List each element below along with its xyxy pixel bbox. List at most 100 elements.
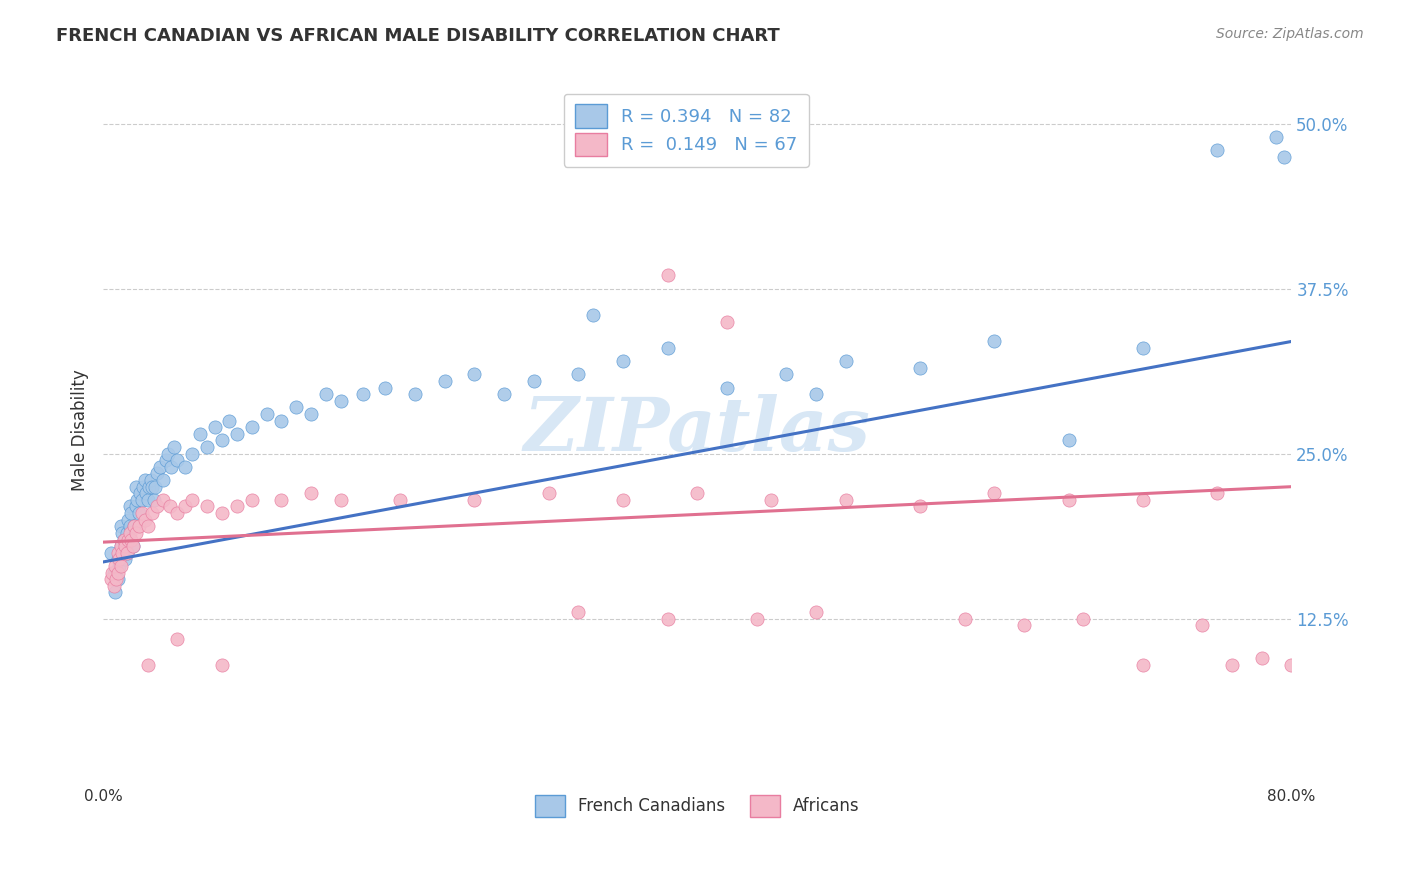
Point [121, 539, 143, 553]
Point [112, 533, 135, 547]
Point [1132, 657, 1154, 672]
Point [240, 420, 263, 434]
Point [716, 315, 738, 329]
Point [139, 473, 162, 487]
Point [117, 533, 139, 547]
Point [114, 539, 136, 553]
Point [114, 552, 136, 566]
Point [104, 585, 127, 599]
Point [143, 480, 166, 494]
Point [761, 492, 783, 507]
Point [117, 513, 139, 527]
Point [299, 486, 322, 500]
Point [166, 632, 188, 646]
Point [125, 500, 148, 514]
Y-axis label: Male Disability: Male Disability [72, 369, 89, 491]
Point [1250, 651, 1272, 665]
Point [389, 492, 412, 507]
Point [107, 572, 129, 586]
Point [195, 440, 218, 454]
Point [181, 492, 204, 507]
Point [115, 546, 138, 560]
Text: FRENCH CANADIAN VS AFRICAN MALE DISABILITY CORRELATION CHART: FRENCH CANADIAN VS AFRICAN MALE DISABILI… [56, 27, 780, 45]
Point [1057, 492, 1080, 507]
Point [152, 492, 174, 507]
Point [270, 414, 292, 428]
Point [125, 480, 148, 494]
Point [181, 447, 204, 461]
Point [225, 426, 247, 441]
Point [118, 500, 141, 514]
Point [128, 519, 150, 533]
Point [124, 519, 146, 533]
Point [159, 500, 181, 514]
Point [118, 525, 141, 540]
Point [100, 572, 122, 586]
Point [285, 401, 308, 415]
Point [145, 467, 167, 481]
Point [142, 492, 165, 507]
Point [567, 605, 589, 619]
Point [107, 552, 129, 566]
Point [537, 486, 560, 500]
Point [155, 453, 177, 467]
Point [211, 434, 233, 448]
Point [114, 533, 136, 547]
Point [352, 387, 374, 401]
Point [1279, 657, 1302, 672]
Point [315, 387, 337, 401]
Point [225, 500, 247, 514]
Point [111, 546, 134, 560]
Point [129, 486, 152, 500]
Point [121, 539, 143, 553]
Point [256, 407, 278, 421]
Point [120, 533, 142, 547]
Point [136, 492, 159, 507]
Point [111, 525, 134, 540]
Point [163, 440, 186, 454]
Point [404, 387, 426, 401]
Text: ZIPatlas: ZIPatlas [524, 394, 870, 467]
Point [804, 605, 827, 619]
Point [136, 519, 159, 533]
Point [115, 525, 138, 540]
Point [329, 492, 352, 507]
Point [270, 492, 292, 507]
Point [211, 506, 233, 520]
Point [160, 459, 183, 474]
Point [983, 334, 1005, 349]
Point [218, 414, 240, 428]
Point [101, 566, 124, 580]
Point [141, 506, 163, 520]
Point [1265, 129, 1288, 144]
Point [152, 473, 174, 487]
Point [657, 612, 679, 626]
Point [567, 368, 589, 382]
Point [908, 500, 931, 514]
Point [1073, 612, 1095, 626]
Point [835, 492, 858, 507]
Point [120, 506, 142, 520]
Point [148, 459, 170, 474]
Point [110, 519, 132, 533]
Point [166, 453, 188, 467]
Point [835, 354, 858, 368]
Point [118, 519, 141, 533]
Point [110, 558, 132, 573]
Point [494, 387, 516, 401]
Point [686, 486, 709, 500]
Point [240, 492, 263, 507]
Point [134, 473, 156, 487]
Point [188, 426, 211, 441]
Point [131, 492, 153, 507]
Point [103, 579, 125, 593]
Point [195, 500, 218, 514]
Point [523, 374, 546, 388]
Point [1272, 150, 1295, 164]
Point [1057, 434, 1080, 448]
Point [136, 657, 159, 672]
Point [132, 480, 155, 494]
Point [582, 308, 605, 322]
Point [112, 533, 135, 547]
Point [211, 657, 233, 672]
